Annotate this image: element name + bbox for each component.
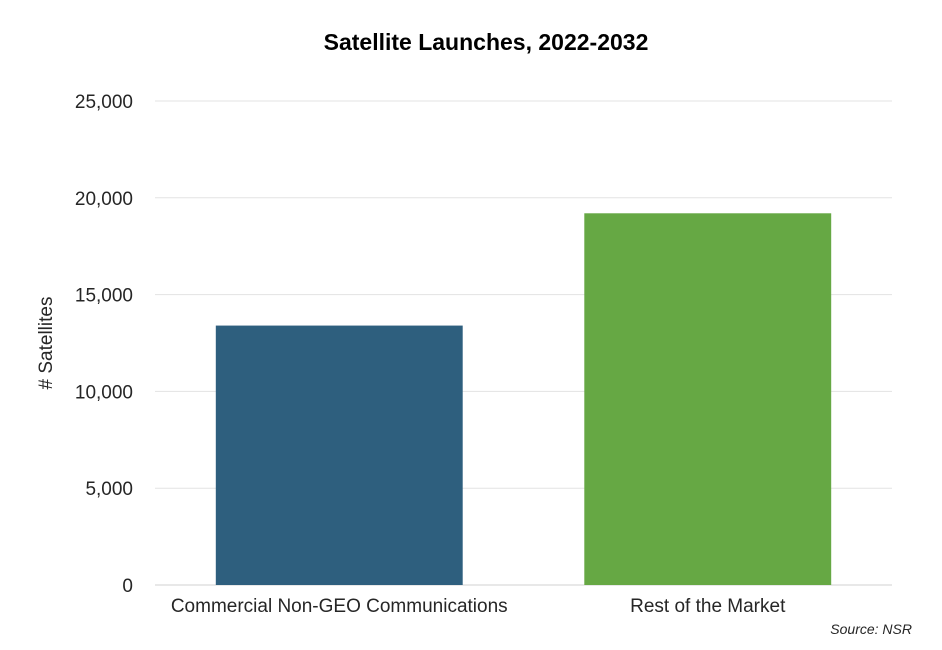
y-tick-label: 10,000 [75,382,133,403]
y-tick-label: 20,000 [75,189,133,210]
y-tick-label: 5,000 [85,479,133,500]
bar-1 [215,325,463,585]
y-tick-label: 15,000 [75,286,133,307]
source-note: Source: NSR [830,621,912,637]
chart-title: Satellite Launches, 2022-2032 [324,29,649,55]
y-axis-label: # Satellites [36,297,57,390]
x-tick-label: Rest of the Market [630,596,786,617]
bar-2 [584,213,832,585]
y-tick-label: 0 [122,576,133,597]
x-tick-label: Commercial Non-GEO Communications [171,596,508,617]
y-tick-label: 25,000 [75,92,133,113]
y-tick-labels: 0 5,000 10,000 15,000 20,000 25,000 [75,92,133,597]
bars [215,213,832,585]
x-tick-labels: Commercial Non-GEO Communications Rest of… [171,596,786,617]
